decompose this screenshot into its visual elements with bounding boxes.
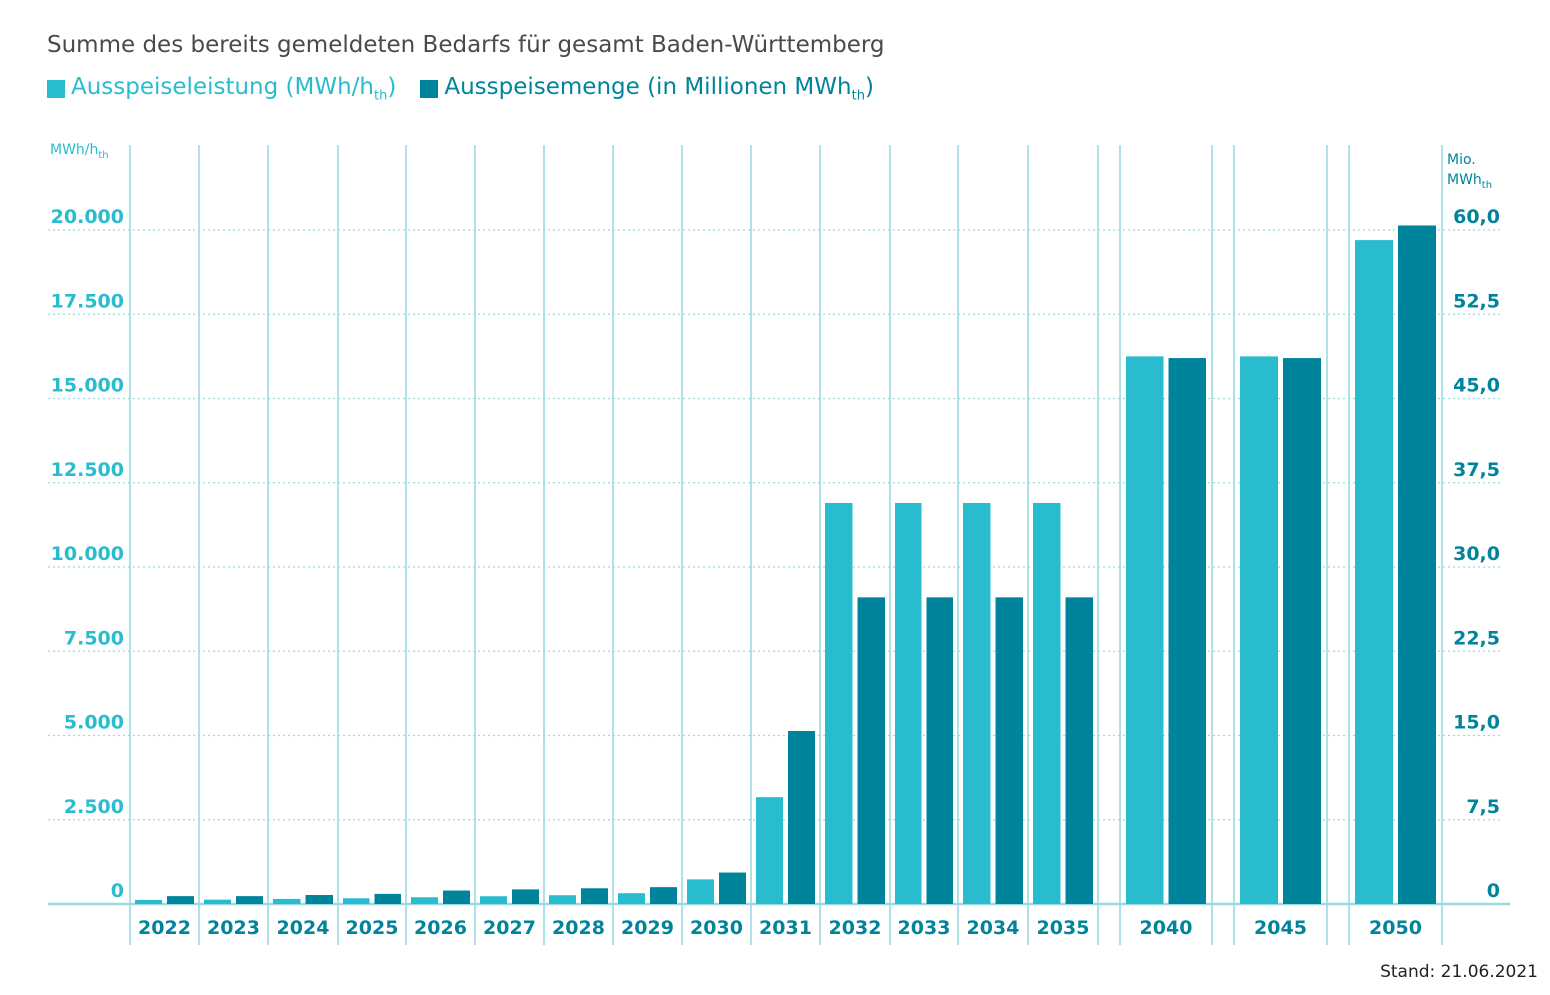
x-tick-label: 2028 [552,917,605,939]
y-left-tick-label: 10.000 [51,543,124,565]
legend-label-leistung: Ausspeiseleistung (MWh/hth) [71,74,397,104]
bar-leistung-2030 [687,879,714,904]
bar-menge-2024 [305,895,333,904]
bar-leistung-2026 [411,897,438,904]
x-tick-label: 2023 [207,917,260,939]
y-right-tick-label: 37,5 [1453,459,1500,481]
footer-date: Stand: 21.06.2021 [1380,962,1538,982]
y-left-tick-label: 5.000 [64,712,124,734]
bar-menge-2034 [995,597,1023,904]
bar-leistung-2029 [618,893,645,904]
x-tick-label: 2045 [1254,917,1307,939]
bar-menge-2040 [1168,358,1206,904]
bar-leistung-2032 [825,502,853,904]
x-tick-label: 2025 [346,917,399,939]
bar-menge-2025 [374,893,401,904]
x-tick-label: 2033 [898,917,951,939]
bar-menge-2050 [1398,225,1436,905]
legend-swatch-menge [420,79,439,98]
legend-label-menge: Ausspeisemenge (in Millionen MWhth) [444,74,874,104]
bar-menge-2027 [512,889,539,904]
x-tick-label: 2024 [277,917,330,939]
legend: Ausspeiseleistung (MWh/hth) Ausspeisemen… [47,74,898,104]
x-tick-label: 2029 [621,917,674,939]
x-tick-label: 2030 [690,917,743,939]
x-tick-label: 2034 [967,917,1020,939]
y-left-tick-label: 0 [111,880,124,902]
x-tick-label: 2031 [759,917,812,939]
bar-leistung-2031 [756,797,783,904]
legend-item-menge: Ausspeisemenge (in Millionen MWhth) [420,74,874,104]
x-tick-label: 2027 [483,917,536,939]
y-right-tick-label: 52,5 [1453,290,1500,312]
bar-menge-2026 [443,890,470,904]
y-left-tick-label: 12.500 [51,459,124,481]
bar-leistung-2045 [1240,356,1278,904]
x-tick-label: 2035 [1037,917,1090,939]
y-left-tick-label: 2.500 [64,796,124,818]
bar-leistung-2028 [549,895,576,904]
y-right-tick-label: 7,5 [1466,796,1500,818]
x-tick-label: 2032 [829,917,882,939]
x-tick-label: 2040 [1140,917,1193,939]
y-left-tick-label: 15.000 [51,375,124,397]
bar-leistung-2027 [480,896,507,904]
bar-menge-2033 [926,597,953,904]
bar-menge-2023 [236,896,263,904]
legend-item-leistung: Ausspeiseleistung (MWh/hth) [47,74,396,104]
y-left-tick-label: 7.500 [64,627,124,649]
y-left-axis-label: MWh/hth [50,142,109,161]
y-right-tick-label: 30,0 [1453,543,1500,565]
bar-menge-2028 [581,888,608,904]
y-right-tick-label: 22,5 [1453,627,1500,649]
bar-leistung-2023 [204,899,231,904]
x-tick-label: 2050 [1369,917,1422,939]
x-tick-label: 2022 [138,917,191,939]
legend-swatch-leistung [47,79,65,98]
bar-leistung-2035 [1033,502,1061,904]
bar-leistung-2034 [963,502,991,904]
x-tick-label: 2026 [414,917,467,939]
y-right-axis-label-line1: Mio. [1447,152,1476,168]
bar-menge-2022 [167,896,194,904]
y-right-axis-label-line2: MWhth [1447,172,1492,191]
bar-leistung-2025 [343,898,370,904]
bar-menge-2029 [650,887,677,904]
y-right-tick-label: 45,0 [1453,375,1500,397]
chart-title: Summe des bereits gemeldeten Bedarfs für… [47,32,885,58]
bar-leistung-2033 [895,502,922,904]
bar-menge-2030 [719,872,746,904]
y-left-tick-label: 17.500 [51,290,124,312]
bar-menge-2035 [1065,597,1093,904]
bar-leistung-2022 [135,899,162,904]
bar-leistung-2040 [1126,356,1164,904]
y-right-tick-label: 15,0 [1453,712,1500,734]
bar-leistung-2050 [1355,240,1393,905]
y-right-tick-label: 0 [1487,880,1500,902]
y-right-tick-label: 60,0 [1453,206,1500,228]
y-left-tick-label: 20.000 [51,206,124,228]
bar-menge-2045 [1283,358,1321,904]
bar-leistung-2024 [273,898,301,904]
bar-menge-2031 [788,731,815,904]
bar-menge-2032 [857,597,885,904]
